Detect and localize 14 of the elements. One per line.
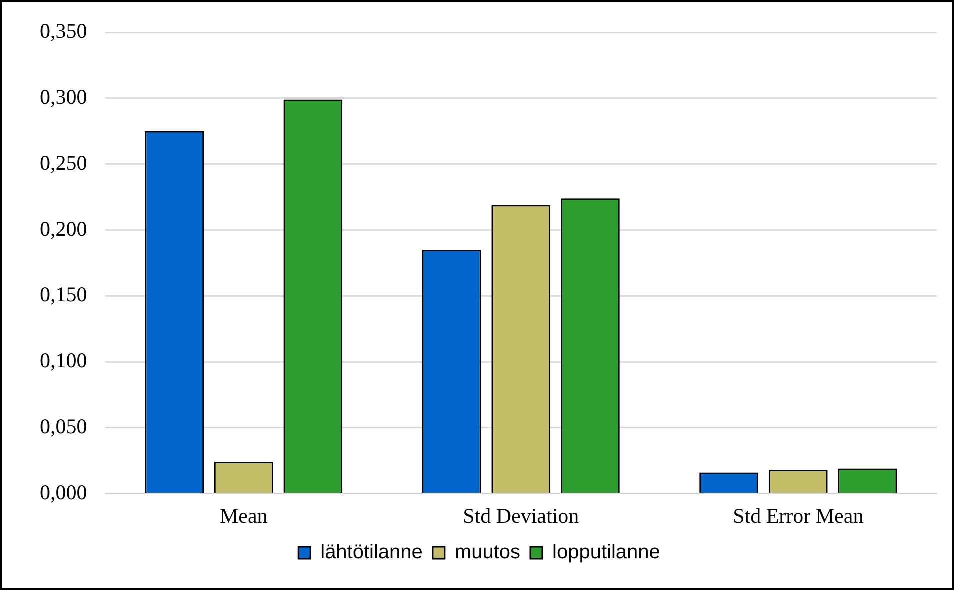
- y-tick-label: 0,150: [40, 282, 88, 307]
- legend-label: lopputilanne: [552, 542, 660, 564]
- legend-label: lähtötilanne: [320, 542, 423, 564]
- y-tick-label: 0,000: [40, 480, 88, 504]
- y-tick-label: 0,100: [40, 348, 88, 373]
- x-tick-label: Mean: [220, 504, 268, 528]
- y-tick-label: 0,200: [40, 216, 88, 241]
- y-tick-label: 0,250: [40, 150, 88, 175]
- x-tick-label: Std Error Mean: [733, 504, 864, 528]
- y-tick-label: 0,300: [40, 85, 88, 109]
- y-tick-label: 0,050: [40, 414, 88, 438]
- x-tick-label: Std Deviation: [463, 504, 580, 528]
- legend-label: muutos: [454, 542, 521, 564]
- y-tick-label: 0,350: [40, 19, 88, 44]
